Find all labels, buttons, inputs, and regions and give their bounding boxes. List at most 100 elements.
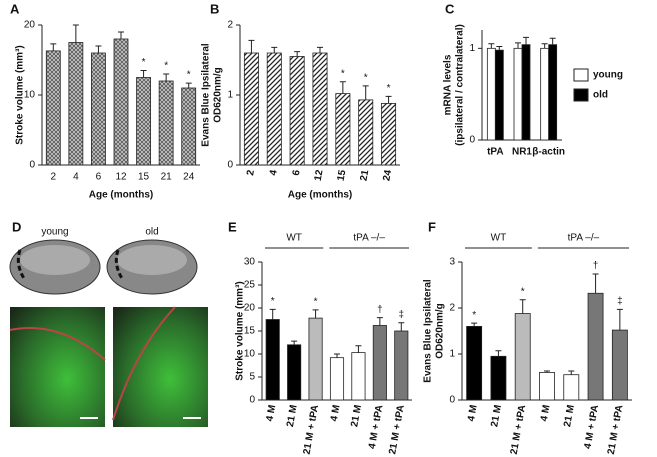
x-tick-label: 4 M [329, 404, 343, 422]
x-tick-label: 12 [313, 169, 326, 182]
x-tick-label: 21 M + tPA [606, 404, 626, 455]
error-bar [72, 24, 79, 43]
error-bar [291, 340, 298, 345]
x-tick-label: 4 M [265, 404, 279, 422]
x-axis-label: Age (months) [288, 190, 352, 201]
bar [381, 103, 397, 166]
y-tick-label: 20 [244, 303, 256, 314]
bar [521, 44, 531, 141]
annotation: * [314, 296, 318, 307]
group-label: WT [286, 233, 302, 244]
x-tick-label: 21 M + tPA [302, 404, 322, 455]
legend-label: young [593, 70, 623, 81]
annotation: * [521, 286, 525, 297]
bar [91, 52, 106, 166]
x-tick-label: 6 [96, 172, 102, 183]
error-bar [495, 350, 502, 357]
legend-swatch [573, 88, 589, 102]
y-tick-label: 25 [244, 280, 256, 291]
panel-label: B [210, 1, 219, 16]
y-axis-label: (ipsilateral / contralateral) [455, 24, 466, 146]
error-bar [334, 353, 340, 358]
x-tick-label: 4 [268, 169, 280, 177]
x-tick-label: 4 M [539, 404, 553, 422]
annotation: * [271, 296, 275, 307]
x-tick-label: 21 M + tPA [387, 404, 407, 455]
annotation: ‡ [399, 309, 405, 320]
error-bar [496, 46, 503, 51]
bar [563, 374, 580, 401]
x-tick-label: 21 [359, 169, 372, 182]
y-tick-label: 5 [249, 372, 255, 383]
error-bar [385, 95, 392, 104]
group-label: tPA –/– [353, 233, 385, 244]
y-tick-label: 15 [244, 326, 256, 337]
bar [372, 325, 387, 401]
y-tick-label: 20 [24, 20, 36, 31]
bar [494, 49, 504, 141]
annotation: * [387, 83, 391, 94]
error-bar [488, 43, 495, 49]
bar [394, 330, 409, 401]
brain-slices [9, 239, 198, 295]
bar [265, 319, 280, 401]
error-bar [95, 45, 102, 53]
error-bar [544, 370, 550, 373]
panel-label: C [445, 1, 455, 16]
y-tick-label: 0 [249, 395, 255, 406]
x-tick-label: tPA [487, 147, 503, 158]
bar [136, 77, 151, 166]
annotation: * [142, 57, 146, 68]
x-tick-label: 4 M + tPA [367, 404, 386, 450]
y-tick-label: 1 [469, 43, 475, 54]
bar [335, 93, 351, 166]
error-bar [568, 370, 575, 375]
y-axis-label: OD620nm/g [435, 303, 446, 359]
bar [113, 38, 129, 166]
error-bar [519, 299, 526, 314]
x-tick-label: 2 [51, 172, 57, 183]
error-bar [271, 46, 278, 53]
y-tick-label: 0 [449, 395, 455, 406]
bar [466, 325, 483, 401]
error-bar [317, 46, 323, 53]
error-bar [541, 43, 548, 49]
x-tick-label: 6 [291, 169, 303, 177]
error-bar [339, 81, 346, 94]
annotation: ‡ [617, 296, 623, 307]
x-tick-label: 21 M + tPA [509, 404, 529, 455]
bar [308, 317, 323, 401]
annotation: † [593, 261, 599, 272]
y-tick-label: 30 [244, 257, 256, 268]
error-bar [616, 308, 623, 331]
annotation: * [341, 68, 345, 79]
bar [289, 56, 305, 166]
bar [548, 44, 558, 141]
y-tick-label: 0 [29, 160, 35, 171]
panel-label: F [428, 219, 436, 234]
y-tick-label: 10 [24, 90, 36, 101]
bar [513, 47, 523, 141]
error-bar [269, 308, 276, 320]
error-bar [50, 43, 57, 51]
error-bar [398, 322, 405, 331]
x-tick-label: 24 [381, 169, 394, 182]
y-tick-label: 3 [449, 257, 455, 268]
error-bar [294, 51, 301, 57]
y-tick-label: 2 [227, 20, 233, 31]
group-label: tPA –/– [568, 233, 600, 244]
x-tick-label: 21 M [285, 404, 300, 428]
bar [45, 50, 61, 166]
bar [243, 52, 259, 166]
x-tick-label: 24 [183, 172, 195, 183]
x-tick-label: 15 [336, 169, 349, 182]
y-axis-label: OD620nm/g [213, 67, 224, 123]
y-tick-label: 0 [469, 135, 475, 146]
bar [486, 47, 496, 141]
error-bar [515, 42, 521, 49]
error-bar [523, 36, 529, 45]
y-axis-label: mRNA levels [443, 54, 454, 115]
annotation: † [377, 304, 383, 315]
x-tick-label: 12 [115, 172, 127, 183]
error-bar [549, 37, 556, 45]
